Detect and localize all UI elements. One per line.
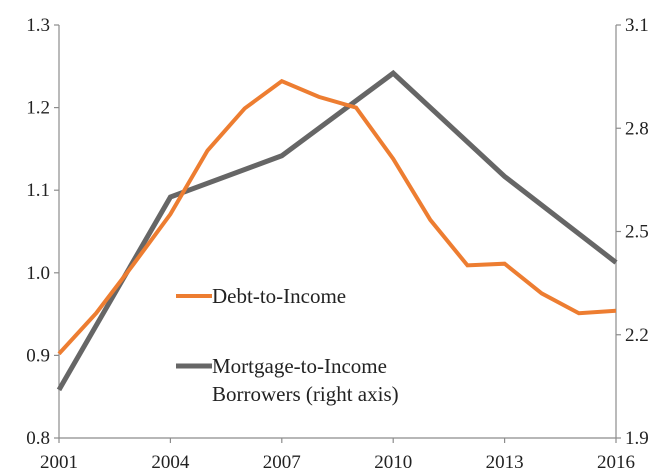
x-tick-label: 2013 — [486, 452, 524, 473]
axes — [54, 24, 621, 443]
right-tick-label: 1.9 — [625, 428, 649, 449]
legend: Debt-to-Income Mortgage-to-Income Borrower… — [176, 284, 399, 406]
legend-label: Mortgage-to-Income — [212, 354, 387, 378]
left-tick-label: 1.0 — [26, 263, 50, 284]
debt-to-income-line — [57, 78, 617, 356]
mortgage-to-income-line — [56, 69, 618, 392]
x-tick-label: 2010 — [374, 452, 412, 473]
series-lines — [56, 69, 618, 392]
legend-label: Debt-to-Income — [212, 284, 346, 308]
x-tick-label: 2016 — [597, 452, 635, 473]
legend-label: Borrowers (right axis) — [212, 382, 399, 406]
left-tick-label: 1.2 — [26, 98, 50, 119]
x-tick-label: 2004 — [151, 452, 190, 473]
right-tick-label: 2.2 — [625, 325, 649, 346]
left-tick-label: 0.8 — [26, 428, 50, 449]
x-tick-label: 2007 — [263, 452, 301, 473]
right-tick-label: 3.1 — [625, 15, 649, 36]
left-tick-label: 1.1 — [26, 180, 50, 201]
tick-labels: 0.8 0.9 1.0 1.1 1.2 1.3 1.9 2.2 2.5 2.8 3.1 2001 200… — [26, 15, 649, 473]
right-tick-label: 2.5 — [625, 222, 649, 243]
left-tick-label: 0.9 — [26, 345, 50, 366]
right-tick-label: 2.8 — [625, 118, 649, 139]
x-tick-label: 2001 — [40, 452, 78, 473]
left-tick-label: 1.3 — [26, 15, 50, 36]
